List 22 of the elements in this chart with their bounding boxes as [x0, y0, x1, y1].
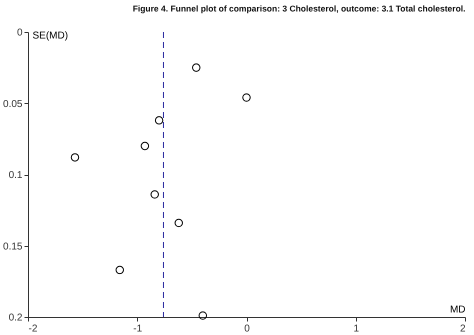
- point: [140, 142, 150, 150]
- point: [116, 266, 124, 274]
- x-tick-label: 2: [460, 324, 466, 334]
- point: [242, 93, 251, 102]
- point: [192, 63, 200, 72]
- point: [174, 218, 183, 228]
- x-tick-label: 0: [244, 324, 250, 334]
- y-tick-label: 0.05: [3, 98, 23, 110]
- y-tick-label: 0: [16, 28, 23, 38]
- x-tick-label: -2: [28, 324, 38, 334]
- y-axis-title: SE(MD): [32, 30, 68, 42]
- y-tick-label: 0.15: [3, 241, 23, 252]
- point: [198, 311, 208, 320]
- x-axis-title: MD: [450, 304, 466, 316]
- y-tick-label: 0.2: [8, 312, 23, 324]
- point: [150, 190, 159, 199]
- chart-title: Figure 4. Funnel plot of comparison: 3 Cholesterol, outcome: 3.1 Total cholesterol.: [132, 4, 466, 14]
- point: [70, 153, 80, 162]
- x-tick-label: 1: [353, 324, 360, 334]
- y-tick-label: 0.1: [8, 170, 23, 181]
- x-tick-label: -1: [133, 324, 143, 334]
- point: [154, 116, 164, 125]
